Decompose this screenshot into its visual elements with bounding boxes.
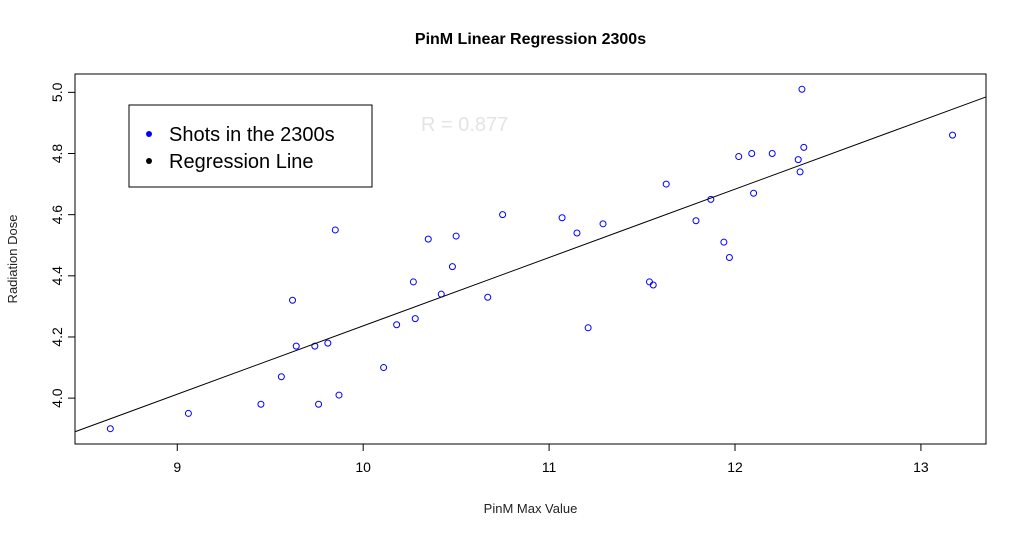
- legend-label-regression: Regression Line: [169, 151, 314, 173]
- x-tick-label: 11: [542, 459, 557, 475]
- x-tick-label: 12: [727, 459, 743, 475]
- data-point: [798, 85, 806, 93]
- data-points: [106, 85, 957, 433]
- data-point: [289, 296, 297, 304]
- data-point: [735, 153, 743, 161]
- x-tick-label: 13: [913, 459, 929, 475]
- y-tick-label: 4.2: [49, 327, 65, 347]
- data-point: [380, 364, 388, 372]
- data-point: [331, 226, 339, 234]
- x-axis-label: PinM Max Value: [484, 501, 578, 516]
- data-point: [448, 263, 456, 271]
- data-point: [725, 253, 733, 261]
- x-tick-label: 9: [173, 459, 181, 475]
- data-point: [409, 278, 417, 286]
- data-point: [335, 391, 343, 399]
- data-point: [184, 409, 192, 417]
- y-tick-label: 5.0: [49, 82, 65, 102]
- chart-title: PinM Linear Regression 2300s: [415, 31, 646, 48]
- data-point: [599, 220, 607, 228]
- data-point: [649, 281, 657, 289]
- data-point: [750, 189, 758, 197]
- regression-line: [74, 96, 987, 433]
- data-point: [768, 150, 776, 158]
- data-point: [106, 425, 114, 433]
- data-point: [800, 143, 808, 151]
- legend-marker-shots: [146, 131, 152, 137]
- y-tick-label: 4.6: [49, 205, 65, 225]
- data-point: [484, 293, 492, 301]
- data-point: [794, 156, 802, 164]
- data-point: [558, 214, 566, 222]
- y-tick-label: 4.8: [49, 144, 65, 164]
- x-tick-label: 10: [355, 459, 371, 475]
- y-axis-label: Radiation Dose: [5, 215, 20, 304]
- y-axis: 4.0 4.2 4.4 4.6 4.8 5.0: [49, 82, 75, 408]
- data-point: [748, 150, 756, 158]
- data-point: [315, 400, 323, 408]
- data-point: [662, 180, 670, 188]
- data-point: [424, 235, 432, 243]
- legend: Shots in the 2300s Regression Line: [128, 104, 373, 188]
- data-point: [796, 168, 804, 176]
- y-tick-label: 4.0: [49, 388, 65, 408]
- data-point: [277, 373, 285, 381]
- data-point: [692, 217, 700, 225]
- data-point: [584, 324, 592, 332]
- data-point: [292, 342, 300, 350]
- data-point: [393, 321, 401, 329]
- y-tick-label: 4.4: [49, 266, 65, 286]
- data-point: [411, 315, 419, 323]
- data-point: [324, 339, 332, 347]
- data-point: [257, 400, 265, 408]
- legend-marker-regression: [146, 158, 152, 164]
- plot-frame: [74, 73, 987, 445]
- r-value-annotation: R = 0.877: [421, 114, 508, 136]
- data-point: [949, 131, 957, 139]
- data-point: [499, 211, 507, 219]
- data-point: [720, 238, 728, 246]
- legend-label-shots: Shots in the 2300s: [169, 124, 335, 146]
- data-point: [452, 232, 460, 240]
- legend-box: [128, 104, 373, 188]
- data-point: [573, 229, 581, 237]
- x-axis: 9 10 11 12 13: [173, 444, 929, 475]
